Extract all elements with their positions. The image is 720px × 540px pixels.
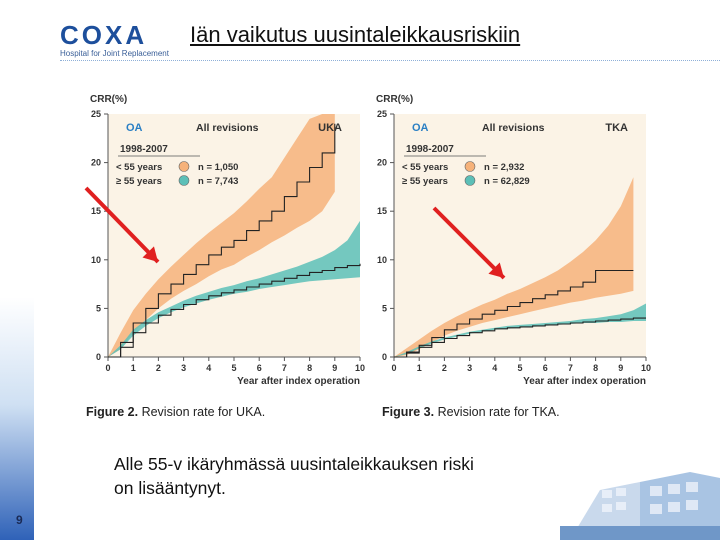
x-tick-label: 0 [105,363,110,373]
legend-marker-old [464,175,476,186]
slide-title: Iän vaikutus uusintaleikkausriskiin [190,22,521,47]
x-tick-label: 3 [181,363,186,373]
x-tick-label: 10 [355,363,365,373]
hospital-building-image [560,460,720,540]
implant-type-label: TKA [605,122,628,134]
y-tick-label: 15 [377,206,387,216]
x-tick-label: 2 [156,363,161,373]
x-axis-label: Year after index operation [523,376,646,386]
x-tick-label: 5 [517,363,522,373]
figure3-caption-prefix: Figure 3. [382,405,435,419]
legend-marker-young [464,161,476,172]
x-tick-label: 6 [257,363,262,373]
y-tick-label: 25 [91,109,101,119]
conclusion-text: Alle 55-v ikäryhmässä uusintaleikkauksen… [114,452,634,500]
conclusion-line-2: on lisääntynyt. [114,478,226,498]
y-tick-label: 20 [377,158,387,168]
title-divider [60,60,720,61]
x-tick-label: 3 [467,363,472,373]
y-axis-label: CRR(%) [90,94,127,105]
tka-revision-chart: 0 5 10 15 20 25 0 1 2 3 4 5 6 7 8 9 10 CRR(%) Year after i… [376,94,651,386]
left-decorative-band [0,0,34,540]
x-tick-label: 8 [307,363,312,373]
legend-marker-old [178,175,190,186]
legend-count-old: n = 62,829 [484,176,530,187]
conclusion-line-1: Alle 55-v ikäryhmässä uusintaleikkauksen… [114,454,474,474]
x-tick-label: 1 [131,363,136,373]
figure3-caption-text: Revision rate for TKA. [437,405,560,419]
legend-count-old: n = 7,743 [198,176,238,187]
red-arrow-shaft [84,186,160,264]
red-arrow-shaft [432,206,506,280]
y-tick-label: 5 [96,303,101,313]
figure3-caption: Figure 3. Revision rate for TKA. [382,405,560,419]
x-tick-label: 8 [593,363,598,373]
series-line-young [108,123,336,358]
x-tick-label: 10 [641,363,651,373]
logo-wordmark: COXA [60,20,148,50]
y-tick-label: 10 [91,255,101,265]
x-tick-label: 9 [618,363,623,373]
oa-label: OA [126,122,143,134]
legend-age-old: ≥ 55 years [116,176,162,187]
y-tick-label: 0 [96,352,101,362]
ci-band-young [108,114,335,357]
x-tick-label: 6 [543,363,548,373]
series-line-young [394,269,634,358]
legend-count-young: n = 2,932 [484,162,524,173]
red-arrow-head [488,262,504,278]
x-tick-label: 0 [391,363,396,373]
legend-marker-young [178,161,190,172]
uka-revision-chart: 0 5 10 15 20 25 0 1 2 3 4 5 6 7 8 9 10 CRR(%) Year after i… [84,94,365,386]
x-tick-label: 4 [206,363,211,373]
legend-age-young: < 55 years [116,162,162,173]
period-label: 1998-2007 [120,144,168,155]
figure2-caption: Figure 2. Revision rate for UKA. [86,405,265,419]
series-line-old [108,263,361,358]
y-tick-label: 20 [91,158,101,168]
y-tick-label: 0 [382,352,387,362]
all-revisions-label: All revisions [482,122,545,134]
implant-type-label: UKA [318,122,342,134]
y-tick-label: 5 [382,303,387,313]
x-tick-label: 4 [492,363,497,373]
legend-age-old: ≥ 55 years [402,176,448,187]
y-tick-label: 15 [91,206,101,216]
period-label: 1998-2007 [406,144,454,155]
x-tick-label: 7 [568,363,573,373]
ci-band-old [108,220,360,357]
y-axis-label: CRR(%) [376,94,413,105]
x-tick-label: 5 [231,363,236,373]
legend-age-young: < 55 years [402,162,448,173]
figure2-caption-prefix: Figure 2. [86,405,139,419]
x-tick-label: 1 [417,363,422,373]
logo-subtitle: Hospital for Joint Replacement [60,49,169,58]
figure2-caption-text: Revision rate for UKA. [141,405,266,419]
page-number: 9 [16,513,23,527]
all-revisions-label: All revisions [196,122,259,134]
coxa-logo: COXA Hospital for Joint Replacement [60,20,180,60]
x-tick-label: 9 [332,363,337,373]
x-tick-label: 7 [282,363,287,373]
y-tick-label: 10 [377,255,387,265]
x-tick-label: 2 [442,363,447,373]
y-tick-label: 25 [377,109,387,119]
legend-count-young: n = 1,050 [198,162,238,173]
ci-band-young [394,177,634,357]
oa-label: OA [412,122,429,134]
red-arrow-head [142,246,158,262]
x-axis-label: Year after index operation [237,376,360,386]
series-line-old [394,317,646,358]
